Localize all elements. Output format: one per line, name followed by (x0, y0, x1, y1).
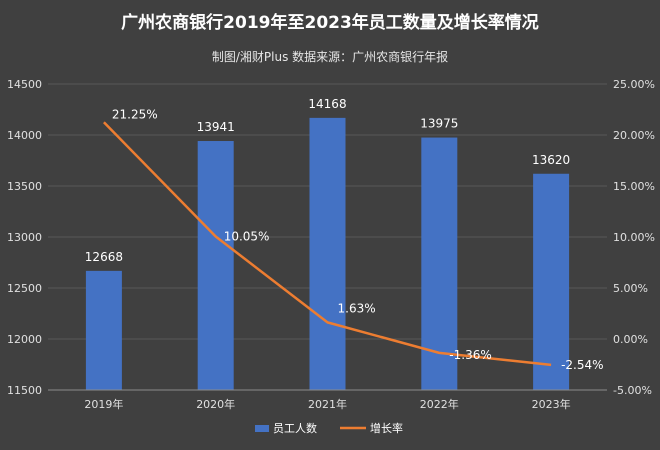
x-tick-label: 2023年 (532, 397, 571, 411)
bar (309, 117, 346, 390)
bar-series (85, 117, 570, 390)
right-tick-label: 20.00% (613, 129, 655, 142)
left-tick-label: 11500 (7, 384, 42, 397)
left-tick-label: 13000 (7, 231, 42, 244)
bar (421, 137, 458, 390)
chart-subtitle: 制图/湘财Plus 数据来源：广州农商银行年报 (211, 50, 449, 64)
bar-value-label: 13941 (197, 120, 235, 134)
right-tick-label: 25.00% (613, 78, 655, 91)
right-tick-label: 15.00% (613, 180, 655, 193)
legend: 员工人数 增长率 (255, 421, 403, 435)
bar (197, 141, 234, 390)
x-tick-label: 2022年 (420, 397, 459, 411)
bar (85, 270, 122, 390)
bar-value-label: 12668 (85, 250, 123, 264)
x-tick-label: 2019年 (84, 397, 123, 411)
right-tick-label: -5.00% (613, 384, 652, 397)
line-value-label: 21.25% (112, 107, 158, 121)
line-series (103, 121, 552, 367)
left-tick-label: 12500 (7, 282, 42, 295)
x-tick-label: 2021年 (308, 397, 347, 411)
line-value-label: -2.54% (561, 358, 603, 372)
bar-value-label: 13620 (532, 153, 570, 167)
growth-rate-line (103, 121, 552, 367)
right-axis: -5.00% 0.00% 5.00% 10.00% 15.00% 20.00% 25.00% (613, 78, 655, 397)
legend-bar-label: 员工人数 (273, 422, 317, 435)
left-tick-label: 14500 (7, 78, 42, 91)
left-tick-label: 12000 (7, 333, 42, 346)
x-axis: 2019年 2020年 2021年 2022年 2023年 (48, 389, 607, 411)
line-value-label: 1.63% (338, 301, 376, 315)
line-value-label: 10.05% (224, 229, 270, 243)
bar-value-label: 14168 (308, 97, 346, 111)
x-tick-label: 2020年 (196, 397, 235, 411)
chart-title: 广州农商银行2019年至2023年员工数量及增长率情况 (121, 13, 539, 33)
bar-value-label: 13975 (420, 117, 458, 131)
legend-bar-swatch (255, 425, 269, 432)
right-tick-label: 0.00% (613, 333, 648, 346)
data-labels: 12668 13941 14168 13975 13620 21.25% 10.05% 1.6… (85, 97, 604, 372)
left-axis: 11500 12000 12500 13000 13500 14000 14500 (7, 78, 42, 397)
line-value-label: -1.36% (449, 348, 491, 362)
right-tick-label: 5.00% (613, 282, 648, 295)
legend-line-label: 增长率 (370, 421, 403, 435)
left-tick-label: 13500 (7, 180, 42, 193)
left-tick-label: 14000 (7, 129, 42, 142)
bar (533, 173, 570, 390)
right-tick-label: 10.00% (613, 231, 655, 244)
